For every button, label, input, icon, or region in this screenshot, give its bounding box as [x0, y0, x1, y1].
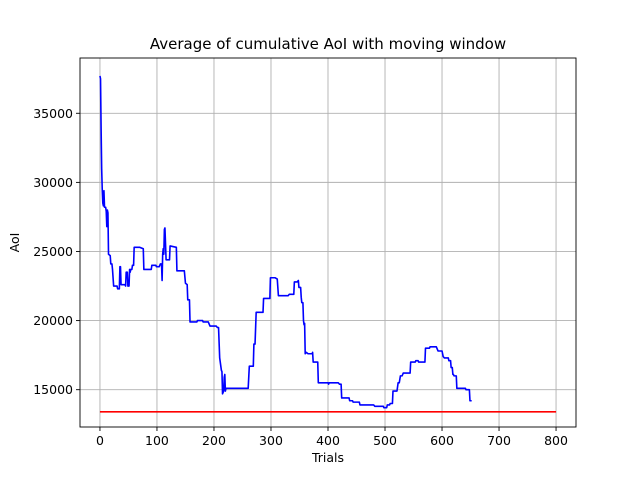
y-axis: 15000 20000 25000 30000 35000 [33, 106, 80, 397]
y-axis-title: AoI [7, 233, 22, 253]
y-tick-label: 25000 [33, 244, 73, 259]
x-tick-label: 700 [487, 433, 511, 448]
x-tick-label: 100 [145, 433, 169, 448]
x-axis: 0 100 200 300 400 500 600 700 800 [96, 427, 568, 448]
x-tick-label: 0 [96, 433, 104, 448]
y-tick-label: 20000 [33, 313, 73, 328]
y-tick-label: 35000 [33, 106, 73, 121]
y-tick-label: 15000 [33, 382, 73, 397]
series-line-1 [99, 75, 472, 409]
x-tick-label: 200 [202, 433, 226, 448]
x-tick-label: 800 [544, 433, 568, 448]
chart-title: Average of cumulative AoI with moving wi… [150, 35, 506, 53]
x-tick-label: 300 [259, 433, 283, 448]
x-axis-title: Trials [311, 450, 344, 465]
x-tick-label: 500 [373, 433, 397, 448]
x-tick-label: 400 [316, 433, 340, 448]
y-tick-label: 30000 [33, 175, 73, 190]
x-tick-label: 600 [430, 433, 454, 448]
series-layer [99, 75, 557, 413]
